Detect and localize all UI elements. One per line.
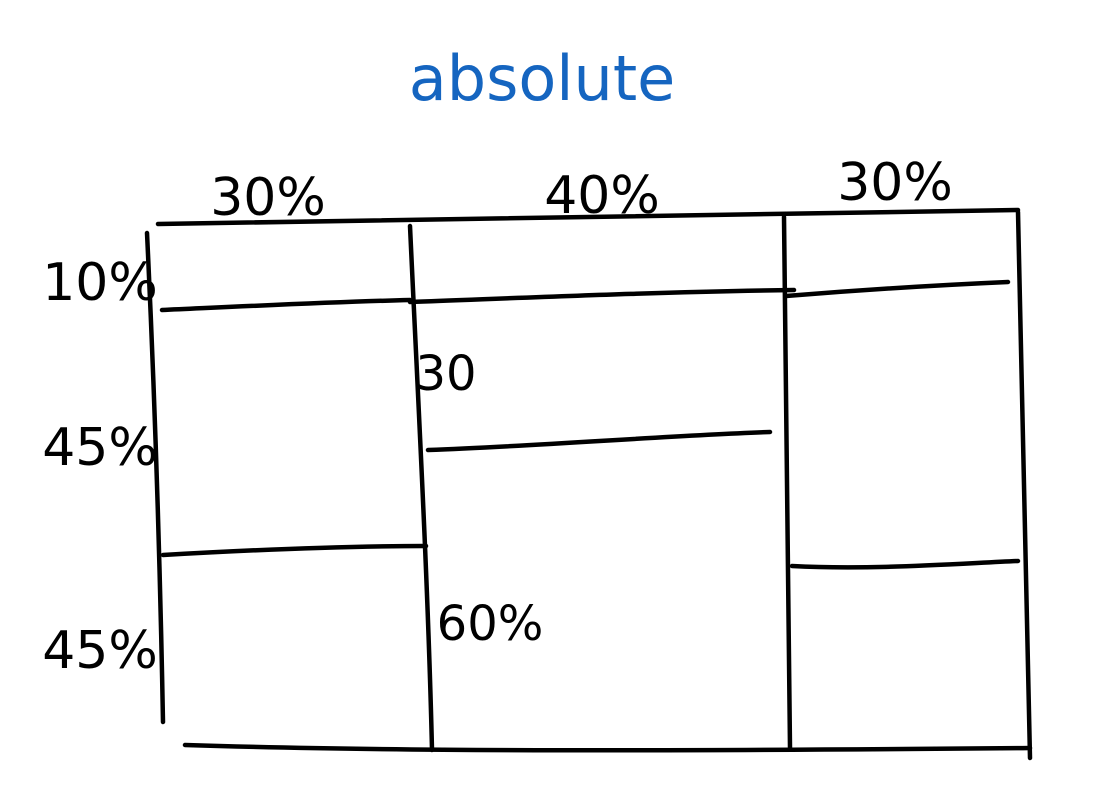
row-label-1: 10% [42,253,158,313]
row-label-3: 45% [42,621,158,681]
column-label-3: 30% [837,153,953,213]
frame-right-line [1015,209,1033,761]
inner-label-60: 60% [437,596,544,652]
frame-left-line [144,230,166,725]
frame-top-line [155,207,1021,227]
column-divider-1 [407,223,435,753]
diagram-title: absolute [409,42,676,115]
left-column-divider-10 [159,297,413,313]
inner-label-30: 30 [415,346,476,402]
frame-bottom-line [182,742,1033,753]
column-label-1: 30% [210,168,326,228]
middle-column-divider-30 [425,429,773,453]
middle-column-divider-10 [407,287,797,305]
right-column-divider-10 [783,279,1011,299]
row-label-2: 45% [42,418,158,478]
right-column-divider-45 [789,558,1021,570]
left-column-divider-45 [160,543,429,558]
column-divider-2 [781,214,793,751]
